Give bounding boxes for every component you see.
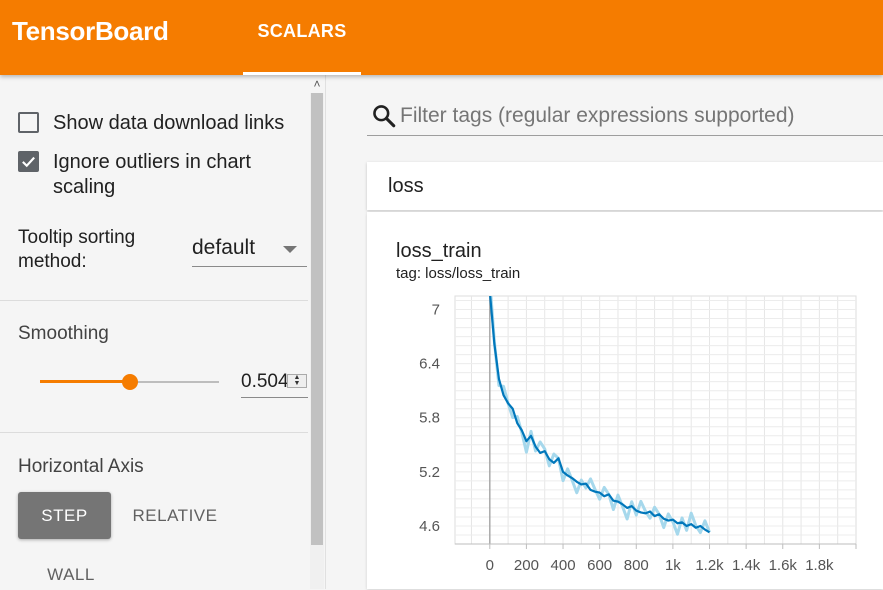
axis-step-button[interactable]: STEP [18, 492, 111, 539]
tab-scalars[interactable]: SCALARS [257, 21, 347, 41]
series-raw-line [489, 296, 711, 536]
filter-tags-bar [367, 97, 883, 136]
x-tick-label: 1.4k [732, 557, 761, 574]
tooltip-sorting-value: default [192, 236, 256, 259]
tooltip-sorting-label: Tooltip sorting method: [18, 227, 136, 272]
tab-active-indicator [243, 72, 361, 75]
y-tick-label: 6.4 [419, 356, 440, 373]
app-title: TensorBoard [12, 16, 169, 46]
smoothing-slider-knob[interactable] [122, 374, 138, 390]
smoothing-slider-fill[interactable] [40, 380, 130, 383]
x-tick-label: 1.2k [695, 557, 724, 574]
x-tick-label: 1.8k [805, 557, 834, 574]
spinner-arrows-icon[interactable]: ▲ ▼ [287, 374, 307, 388]
smoothing-value: 0.504 [241, 371, 289, 392]
y-tick-label: 7 [432, 302, 440, 319]
search-icon [373, 105, 396, 128]
category-title: loss [388, 175, 424, 197]
x-tick-label: 1.6k [769, 557, 798, 574]
scroll-up-icon[interactable]: ˄ [313, 77, 321, 91]
ignore-outliers-label: Ignore outliers in chart scaling [53, 151, 251, 198]
loss-train-chart[interactable]: 0 200 400 600 800 1k 1.2k 1.4k 1.6k 1.8k 7 6.4 5.8 5.… [367, 212, 883, 589]
filter-tags-input[interactable] [400, 99, 880, 133]
ignore-outliers-checkbox[interactable] [18, 151, 39, 172]
smoothing-value-input[interactable]: 0.504 ▲ ▼ [241, 366, 308, 398]
ignore-outliers-row[interactable]: Ignore outliers in chart scaling [18, 150, 283, 200]
dropdown-caret-icon [283, 246, 297, 253]
y-tick-label: 4.6 [419, 518, 440, 535]
show-download-links-label: Show data download links [53, 112, 285, 134]
show-download-links-row[interactable]: Show data download links [18, 111, 308, 136]
sidebar-scrollbar-thumb[interactable] [311, 93, 323, 545]
show-download-links-checkbox[interactable] [18, 112, 39, 133]
x-tick-label: 200 [514, 557, 539, 574]
y-tick-label: 5.2 [419, 464, 440, 481]
x-tick-label: 0 [486, 557, 494, 574]
horizontal-axis-title: Horizontal Axis [18, 456, 144, 477]
y-tick-label: 5.8 [419, 410, 440, 427]
tooltip-sorting-select[interactable]: default [192, 234, 307, 267]
chart-title: loss_train [396, 240, 482, 262]
category-header-loss[interactable]: loss [367, 162, 883, 210]
checkmark-icon [22, 156, 35, 168]
smoothing-slider-track[interactable] [130, 381, 219, 383]
axis-wall-button[interactable]: WALL [47, 565, 95, 584]
x-tick-label: 600 [587, 557, 612, 574]
chart-tag: tag: loss/loss_train [396, 265, 521, 282]
section-divider [0, 300, 308, 301]
axis-relative-button[interactable]: RELATIVE [132, 505, 218, 525]
x-tick-label: 800 [624, 557, 649, 574]
chart-card: loss_train tag: loss/loss_train 0 200 400 6… [367, 212, 883, 589]
smoothing-title: Smoothing [18, 323, 109, 344]
series-smoothed-line [489, 296, 711, 534]
section-divider [0, 432, 308, 433]
x-tick-label: 400 [551, 557, 576, 574]
x-tick-label: 1k [665, 557, 681, 574]
app-header: TensorBoard SCALARS [0, 0, 883, 75]
